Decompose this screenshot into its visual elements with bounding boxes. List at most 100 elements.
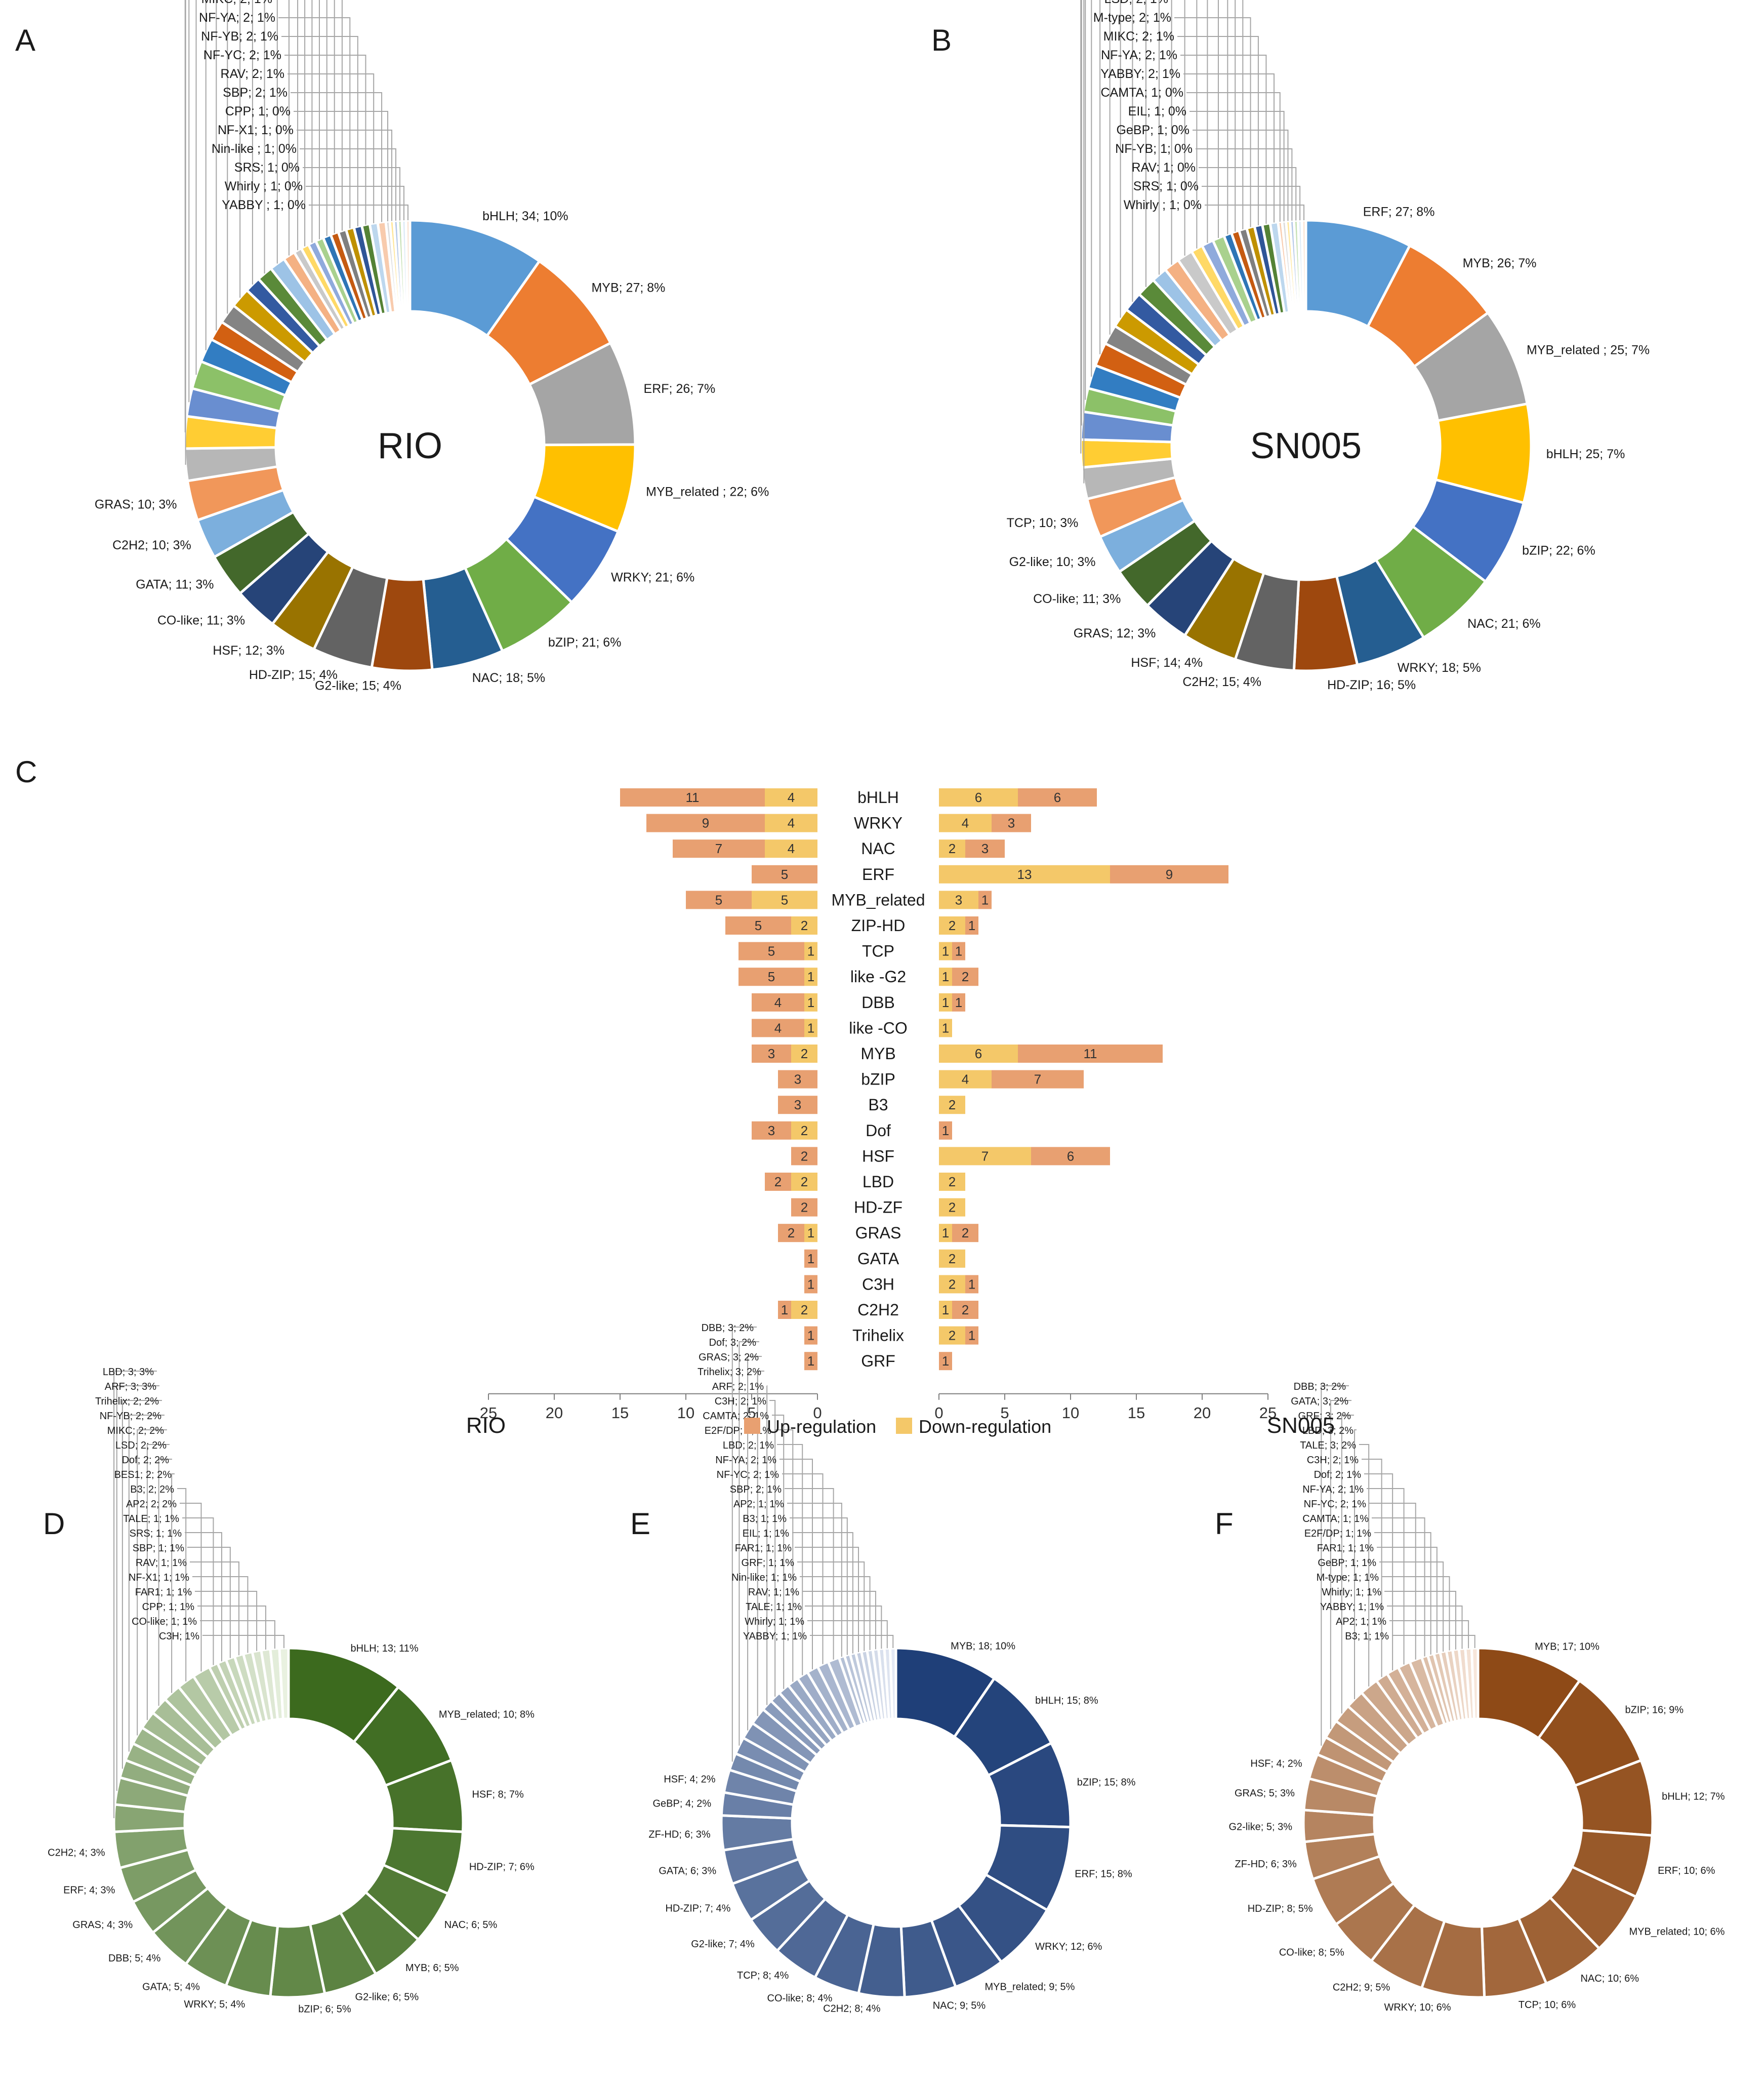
slice-label-gata-6-3: GATA; 6; 3% (659, 1866, 716, 1877)
bar-value-sn005-down-bzip: 4 (962, 1072, 969, 1087)
legend-label-down: Down-regulation (919, 1416, 1051, 1437)
bar-value-rio-up-myb: 3 (768, 1046, 775, 1061)
leader-line-lbd-2-1 (777, 1444, 803, 1675)
bar-rio-down-c2h2 (791, 1301, 817, 1319)
leader-line-mikc-2-1 (341, 0, 343, 231)
leader-line-srs-1-0 (303, 167, 400, 221)
slice-label-nin-like-1-1: Nin-like; 1; 1% (731, 1572, 797, 1583)
bar-sn005-down-bhlh (939, 788, 1018, 807)
bar-sn005-up-myb-related (978, 891, 992, 909)
slice-label-wrky-18-5: WRKY; 18; 5% (1398, 661, 1481, 675)
slice-label-hsf-4-2: HSF; 4; 2% (664, 1774, 715, 1785)
slice-label-gebp-1-0: GeBP; 1; 0% (1116, 123, 1189, 137)
tick-label-sn005-20: 20 (1194, 1404, 1211, 1422)
leader-line-dof-3-2 (739, 1341, 759, 1746)
slice-label-camta-1-0: CAMTA; 1; 0% (1101, 86, 1183, 100)
bar-sn005-down-myb-related (939, 891, 978, 909)
bar-value-sn005-up-zip-hd: 1 (968, 918, 975, 933)
bar-value-rio-down-dbb: 1 (807, 995, 814, 1010)
bar-sn005-up-hsf (1031, 1147, 1110, 1166)
donut-slice-c3h-1 (278, 1647, 290, 1720)
leader-line-tale-3-1 (288, 0, 290, 256)
leader-line-dof-6-2 (1085, 0, 1086, 400)
leader-line-e2f-dp-2-1 (1235, 0, 1236, 232)
bar-value-sn005-down-c3h: 2 (949, 1276, 956, 1292)
leader-line-whirly-1-1 (1384, 1591, 1457, 1650)
slice-label-nf-x1-1-0: NF-X1; 1; 0% (218, 123, 294, 137)
slice-label-bzip-22-6: bZIP; 22; 6% (1522, 544, 1595, 558)
slice-label-lbd-2-1: LBD; 2; 1% (723, 1440, 774, 1451)
bar-rio-up-erf (752, 865, 817, 884)
leader-line-ap2-7-2 (1080, 0, 1082, 454)
bar-value-rio-up-gata: 1 (807, 1251, 814, 1266)
bar-sn005-down-dbb (939, 993, 952, 1012)
leader-line-e2f-dp-1-1 (1374, 1532, 1431, 1655)
bar-rio-down-bhlh (765, 788, 817, 807)
slice-label-nf-yb-1-0: NF-YB; 1; 0% (1115, 142, 1193, 156)
tick-label-sn005-10: 10 (1062, 1404, 1079, 1422)
bar-value-sn005-up-bzip: 7 (1034, 1072, 1041, 1087)
category-label-grf: GRF (861, 1352, 895, 1370)
bar-sn005-down-hd-zf (939, 1198, 965, 1217)
leader-line-nin-like-1-1 (800, 1576, 871, 1650)
tick-label-sn005-5: 5 (1000, 1404, 1009, 1422)
slice-label-nf-ya-2-1: NF-YA; 2; 1% (1101, 48, 1177, 62)
leader-line-eil-1-1 (792, 1532, 853, 1654)
slice-label-gebp-4-2: GeBP; 4; 2% (653, 1798, 712, 1809)
leader-line-dof-7-2 (188, 0, 190, 403)
slice-label-nf-ya-2-1: NF-YA; 2; 1% (715, 1455, 776, 1466)
panel-label-e: E (630, 1507, 650, 1541)
slice-label-eil-1-0: EIL; 1; 0% (1128, 104, 1186, 118)
leader-line-b3-1-1 (790, 1517, 848, 1655)
tick-label-rio-20: 20 (546, 1404, 563, 1422)
bar-sn005-down-myb (939, 1045, 1018, 1063)
leader-line-camta-2-1 (304, 0, 306, 247)
slice-label-trihelix-2-2: Trihelix; 2; 2% (95, 1396, 159, 1407)
slice-label-tale-3-2: TALE; 3; 2% (1300, 1440, 1356, 1451)
slice-label-gata-3-2: GATA; 3; 2% (1291, 1396, 1348, 1407)
slice-label-c3h-2-1: C3H; 2; 1% (715, 1396, 766, 1407)
slice-label-b3-1-1: B3; 1; 1% (743, 1513, 787, 1525)
bar-value-rio-down-lbd: 2 (801, 1174, 808, 1189)
donut-center-label-sn005: SN005 (1250, 426, 1362, 466)
leader-line-srs-1-1 (185, 1532, 222, 1662)
category-label-c3h: C3H (862, 1275, 894, 1293)
slice-label-gata-5-4: GATA; 5; 4% (142, 1982, 200, 1993)
bar-value-rio-down-like-co: 1 (807, 1020, 814, 1035)
slice-label-srs-1-0: SRS; 1; 0% (234, 161, 300, 175)
category-label-zip-hd: ZIP-HD (851, 916, 906, 935)
bar-value-rio-up-lbd: 2 (774, 1174, 782, 1189)
tick-label-sn005-0: 0 (934, 1404, 943, 1422)
slice-label-hd-zip-16-5: HD-ZIP; 16; 5% (1327, 678, 1416, 692)
slice-label-eil-1-1: EIL; 1; 1% (743, 1528, 789, 1539)
category-label-dbb: DBB (862, 993, 895, 1012)
bar-rio-up-gras (778, 1224, 804, 1242)
bar-sn005-up-gras (952, 1224, 978, 1242)
slice-label-ap2-1-1: AP2; 1; 1% (733, 1499, 784, 1510)
bar-rio-up-wrky (646, 814, 765, 832)
slice-label-b3-1-1: B3; 1; 1% (1345, 1631, 1389, 1642)
leader-line-trihelix-5-1 (1145, 0, 1146, 287)
slice-label-erf-26-7: ERF; 26; 7% (644, 382, 716, 396)
bar-rio-up-zip-hd (725, 916, 791, 935)
slice-label-dbb-3-2: DBB; 3; 2% (702, 1322, 754, 1334)
bar-value-sn005-up-trihelix: 1 (968, 1328, 975, 1343)
tick-label-rio-10: 10 (677, 1404, 694, 1422)
slice-label-sbp-2-1: SBP; 2; 1% (730, 1484, 782, 1495)
bar-value-sn005-down-trihelix: 2 (949, 1328, 956, 1343)
leader-line-camta-1-0 (1186, 92, 1281, 222)
bar-value-rio-up-gras: 2 (788, 1225, 795, 1240)
leader-line-tcp-8-2 (184, 0, 186, 432)
leader-line-grf-2-1 (326, 0, 327, 236)
slice-label-c3h-1: C3H; 1% (159, 1631, 199, 1642)
leader-line-nf-yc-2-1 (1369, 1503, 1416, 1660)
bar-rio-down-nac (765, 839, 817, 858)
leader-line-b3-5-1 (227, 0, 228, 314)
slice-label-nac-21-6: NAC; 21; 6% (1467, 617, 1541, 631)
leader-line-nf-yb-2-2 (128, 1415, 165, 1752)
leader-line-lsd-2-1 (1242, 0, 1244, 229)
bar-value-sn005-down-hsf: 7 (981, 1148, 989, 1164)
leader-line-yabby-1-0 (309, 205, 408, 221)
bar-value-rio-up-dbb: 4 (774, 995, 782, 1010)
slice-label-myb-18-10: MYB; 18; 10% (951, 1640, 1015, 1652)
